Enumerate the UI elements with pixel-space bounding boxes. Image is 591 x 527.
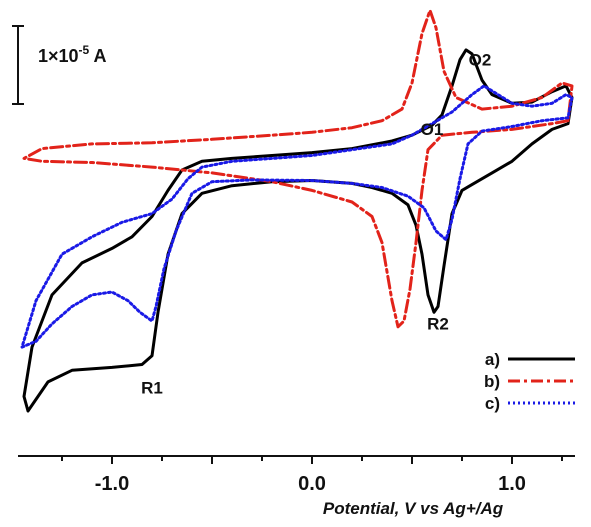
- legend: a) b) c): [484, 350, 575, 413]
- peak-label-r1: R1: [141, 379, 163, 398]
- x-axis: -1.0 0.0 1.0 Potential, V vs Ag+/Ag: [18, 455, 575, 518]
- x-tick-label: 0.0: [298, 473, 326, 495]
- legend-label-2: b): [484, 372, 500, 391]
- scale-bar-unit: A: [89, 46, 106, 66]
- series-2-curve: [22, 8, 574, 329]
- series-3-curve: [20, 84, 574, 349]
- series-layer: [20, 8, 574, 413]
- peak-labels: O1 O2 R1 R2: [141, 51, 491, 398]
- scale-bar-label: 1×10-5 A: [38, 43, 107, 66]
- peak-label-o1: O1: [421, 120, 444, 139]
- scale-bar-exponent: -5: [79, 43, 90, 57]
- x-tick-label: -1.0: [95, 473, 129, 495]
- peak-label-o2: O2: [469, 51, 492, 70]
- x-axis-label: Potential, V vs Ag+/Ag: [323, 499, 504, 518]
- scale-bar: 1×10-5 A: [12, 25, 107, 105]
- legend-label-3: c): [485, 394, 500, 413]
- peak-label-r2: R2: [427, 315, 449, 334]
- legend-label-1: a): [485, 350, 500, 369]
- x-tick-label: 1.0: [498, 473, 526, 495]
- x-axis-ticks: -1.0 0.0 1.0: [61, 456, 563, 495]
- series-1-curve: [22, 48, 574, 413]
